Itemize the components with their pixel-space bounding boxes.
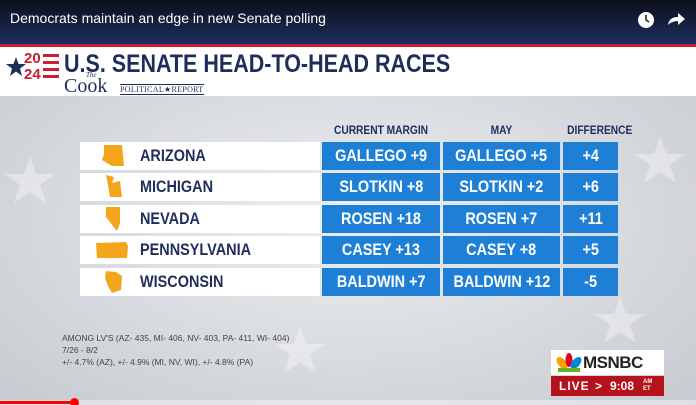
margin-text: SLOTKIN +8: [339, 177, 423, 196]
video-progress[interactable]: [0, 398, 696, 405]
state-name: WISCONSIN: [140, 272, 224, 291]
margin-text: +11: [578, 209, 603, 228]
live-bar: LIVE > 9:08 AM ET: [551, 376, 664, 396]
live-label: LIVE: [559, 379, 590, 393]
state-name: ARIZONA: [140, 146, 206, 165]
logo-report: POLITICAL★REPORT: [120, 84, 204, 95]
live-zone: AM ET: [643, 379, 653, 392]
state-icon: [106, 175, 122, 197]
margin-cell: +5: [563, 236, 618, 264]
state-name: MICHIGAN: [140, 177, 214, 196]
logo-year-top: 20: [24, 50, 41, 67]
margin-text: +5: [582, 240, 599, 259]
progress-handle[interactable]: [70, 398, 79, 405]
margin-text: GALLEGO +9: [335, 146, 427, 165]
state-name: PENNSYLVANIA: [140, 240, 252, 259]
state-icon: [106, 207, 120, 231]
column-header: CURRENT MARGIN: [333, 123, 429, 137]
state-icon: [102, 145, 124, 166]
margin-cell: SLOTKIN +2: [443, 173, 560, 201]
video-title: Democrats maintain an edge in new Senate…: [10, 10, 326, 26]
margin-cell: +4: [563, 142, 618, 170]
column-header: DIFFERENCE: [567, 123, 633, 137]
state-icon: [96, 242, 128, 258]
margin-text: BALDWIN +12: [453, 272, 550, 291]
logo-year-bottom: 24: [24, 66, 41, 83]
margin-cell: ROSEN +7: [443, 205, 560, 233]
margin-text: GALLEGO +5: [455, 146, 548, 165]
margin-cell: CASEY +8: [443, 236, 560, 264]
network-name: MSNBC: [583, 353, 643, 372]
logo-star: [6, 57, 26, 76]
live-arrow: >: [595, 379, 603, 393]
margin-cell: CASEY +13: [322, 236, 440, 264]
peacock-logo: [556, 353, 582, 372]
logo-cook: Cook: [64, 75, 108, 97]
margin-cell: GALLEGO +9: [322, 142, 440, 170]
video-top-bar: Democrats maintain an edge in new Senate…: [0, 0, 696, 44]
margin-text: CASEY +13: [341, 240, 421, 259]
star-pattern: [5, 136, 685, 373]
progress-played: [0, 401, 75, 404]
graphic-header: 20 24 U.S. SENATE HEAD-TO-HEAD RACES The…: [0, 44, 696, 97]
margin-text: BALDWIN +7: [336, 272, 426, 291]
margin-cell: BALDWIN +12: [443, 268, 560, 296]
footnote: +/- 4.7% (AZ), +/- 4.9% (MI, NV, WI), +/…: [62, 357, 254, 367]
logo-stripes: [43, 54, 59, 78]
footnote: AMONG LV'S (AZ- 435, MI- 406, NV- 403, P…: [62, 333, 290, 343]
margin-text: -5: [584, 272, 597, 291]
logo-the: The: [86, 71, 97, 79]
margin-text: ROSEN +18: [341, 209, 421, 228]
footnote: 7/26 - 8/2: [62, 345, 98, 355]
graphic-title: U.S. SENATE HEAD-TO-HEAD RACES: [64, 50, 451, 78]
network-badge: [551, 350, 664, 375]
margin-cell: ROSEN +18: [322, 205, 440, 233]
margin-text: +6: [582, 177, 599, 196]
player-icons[interactable]: [636, 10, 686, 30]
state-icon: [105, 271, 122, 293]
state-name: NEVADA: [140, 209, 200, 228]
margin-text: SLOTKIN +2: [459, 177, 544, 196]
margin-text: CASEY +8: [466, 240, 537, 259]
margin-cell: -5: [563, 268, 618, 296]
margin-cell: SLOTKIN +8: [322, 173, 440, 201]
margin-text: ROSEN +7: [465, 209, 538, 228]
live-time: 9:08: [610, 379, 635, 393]
margin-cell: BALDWIN +7: [322, 268, 440, 296]
margin-cell: +6: [563, 173, 618, 201]
margin-cell: GALLEGO +5: [443, 142, 560, 170]
margin-cell: +11: [563, 205, 618, 233]
margin-text: +4: [582, 146, 599, 165]
column-header: MAY: [490, 123, 513, 137]
